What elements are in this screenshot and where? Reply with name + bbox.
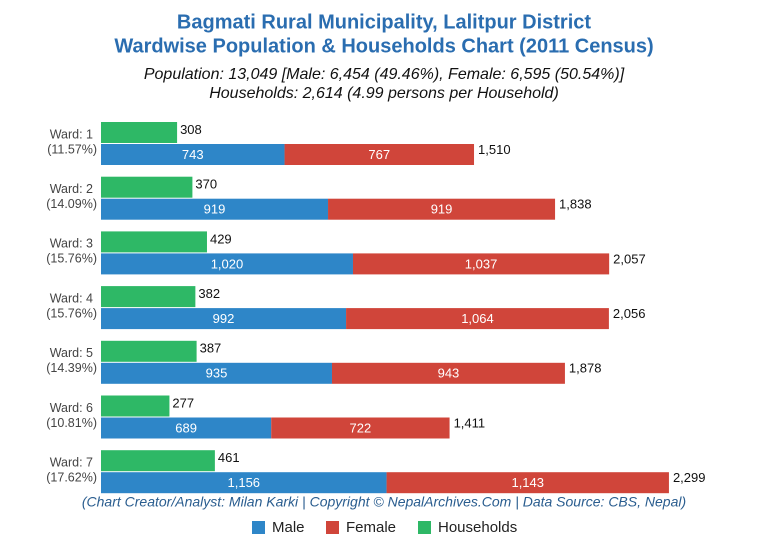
category-label: Ward: 1 bbox=[50, 127, 93, 141]
category-label: Ward: 7 bbox=[50, 455, 93, 469]
category-share: (14.09%) bbox=[46, 197, 97, 211]
category-share: (15.76%) bbox=[46, 252, 97, 266]
total-label: 2,299 bbox=[673, 470, 706, 485]
value-label: 1,156 bbox=[228, 475, 261, 490]
bar bbox=[271, 417, 450, 439]
category-label: Ward: 2 bbox=[50, 182, 93, 196]
value-label: 992 bbox=[213, 311, 235, 326]
value-label: 767 bbox=[368, 147, 390, 162]
total-label: 1,510 bbox=[478, 142, 511, 157]
category-share: (14.39%) bbox=[46, 361, 97, 375]
chart-subtitle: Population: 13,049 [Male: 6,454 (49.46%)… bbox=[144, 66, 625, 83]
category-label: Ward: 5 bbox=[50, 346, 93, 360]
value-label: 1,020 bbox=[211, 256, 244, 271]
legend-swatch bbox=[418, 521, 431, 534]
category-share: (15.76%) bbox=[46, 306, 97, 320]
value-label: 919 bbox=[431, 202, 453, 217]
bar bbox=[101, 122, 178, 143]
bar bbox=[346, 308, 609, 330]
value-label: 387 bbox=[200, 341, 222, 356]
value-label: 277 bbox=[172, 395, 194, 410]
value-label: 1,037 bbox=[465, 256, 498, 271]
bar bbox=[101, 231, 207, 253]
category-label: Ward: 6 bbox=[50, 401, 93, 415]
total-label: 1,411 bbox=[454, 415, 486, 430]
bar bbox=[101, 340, 197, 362]
bar bbox=[101, 417, 272, 439]
legend-label: Female bbox=[346, 519, 396, 536]
value-label: 722 bbox=[350, 420, 372, 435]
total-label: 1,838 bbox=[559, 197, 592, 212]
category-share: (17.62%) bbox=[46, 470, 97, 484]
total-label: 2,056 bbox=[613, 306, 646, 321]
bar bbox=[101, 362, 332, 384]
value-label: 370 bbox=[195, 177, 217, 192]
bar bbox=[328, 198, 556, 220]
bar bbox=[101, 450, 215, 472]
bar bbox=[101, 198, 329, 220]
bar bbox=[101, 253, 353, 275]
chart-footer: (Chart Creator/Analyst: Milan Karki | Co… bbox=[82, 494, 686, 510]
chart-title: Wardwise Population & Households Chart (… bbox=[114, 35, 653, 57]
value-label: 461 bbox=[218, 450, 240, 465]
category-label: Ward: 3 bbox=[50, 237, 93, 251]
bar bbox=[101, 286, 196, 308]
value-label: 1,143 bbox=[511, 475, 544, 490]
value-label: 689 bbox=[175, 420, 197, 435]
bar bbox=[101, 176, 193, 198]
value-label: 935 bbox=[206, 366, 228, 381]
legend-label: Male bbox=[272, 519, 305, 536]
value-label: 1,064 bbox=[461, 311, 494, 326]
value-label: 382 bbox=[198, 286, 220, 301]
chart-title: Bagmati Rural Municipality, Lalitpur Dis… bbox=[177, 11, 591, 33]
value-label: 308 bbox=[180, 122, 202, 137]
bar bbox=[101, 308, 347, 330]
value-label: 743 bbox=[182, 147, 204, 162]
value-label: 429 bbox=[210, 231, 232, 246]
total-label: 2,057 bbox=[613, 251, 646, 266]
bar bbox=[101, 144, 285, 165]
category-share: (10.81%) bbox=[46, 416, 97, 430]
legend-swatch bbox=[326, 521, 339, 534]
bar bbox=[331, 362, 565, 384]
legend-label: Households bbox=[438, 519, 517, 536]
category-label: Ward: 4 bbox=[50, 291, 93, 305]
value-label: 943 bbox=[438, 366, 460, 381]
bar bbox=[352, 253, 610, 275]
bar bbox=[101, 472, 387, 494]
bar bbox=[101, 395, 170, 417]
legend-swatch bbox=[252, 521, 265, 534]
category-share: (11.57%) bbox=[47, 142, 97, 156]
chart-subtitle: Households: 2,614 (4.99 persons per Hous… bbox=[209, 85, 559, 102]
bar bbox=[386, 472, 669, 494]
bar bbox=[284, 144, 475, 165]
value-label: 919 bbox=[204, 202, 226, 217]
total-label: 1,878 bbox=[569, 361, 602, 376]
